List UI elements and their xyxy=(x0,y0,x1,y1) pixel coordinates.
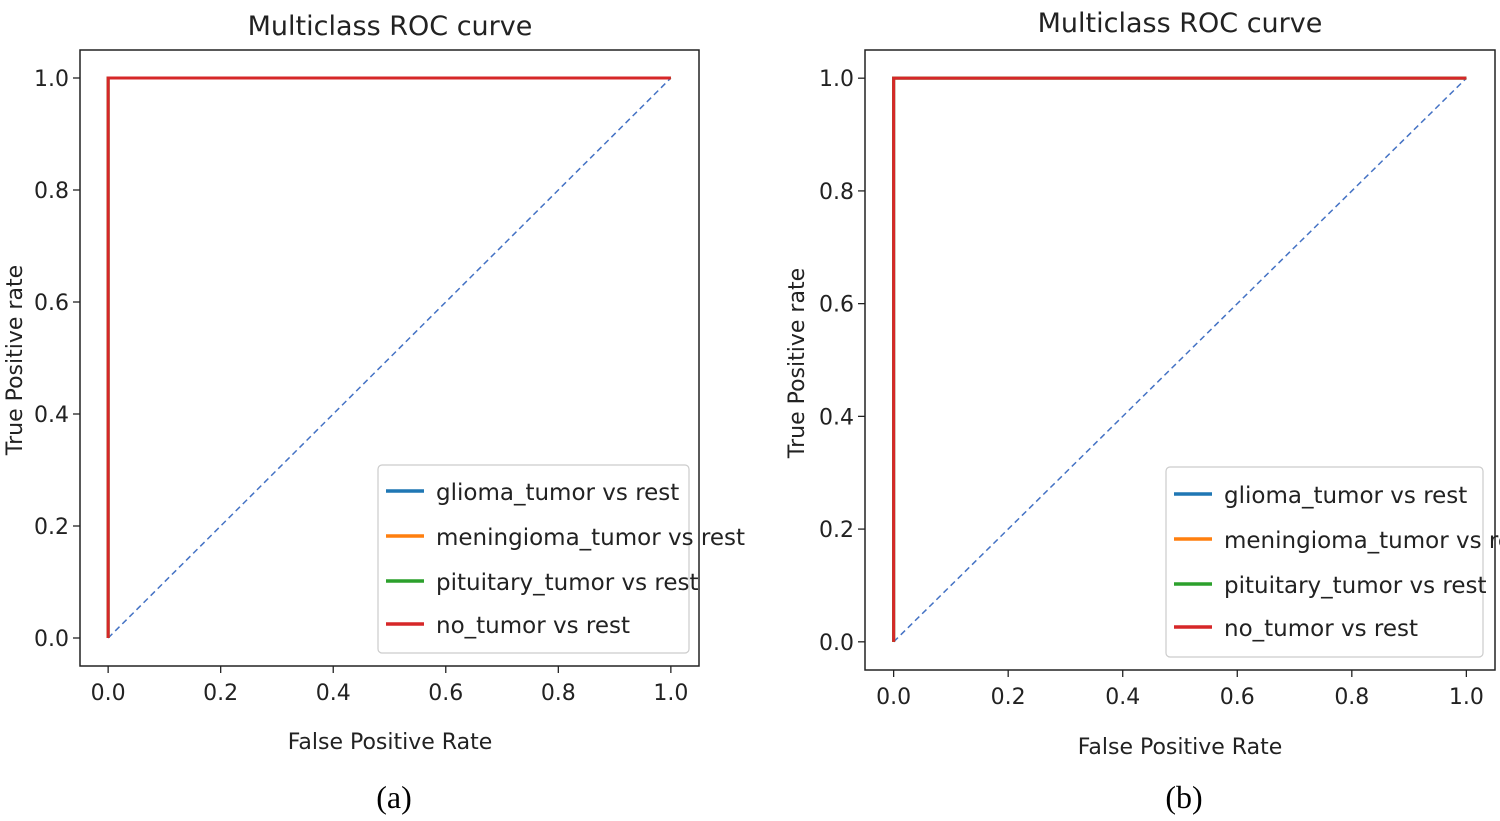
plot-frame xyxy=(79,49,700,667)
data-marks xyxy=(892,76,1467,643)
x-tick-label: 0.4 xyxy=(1105,685,1140,710)
y-tick-label: 0.0 xyxy=(34,627,69,652)
x-tick-label: 0.8 xyxy=(541,681,576,706)
x-axis-label: False Positive Rate xyxy=(288,730,492,755)
x-tick-label: 0.0 xyxy=(91,681,126,706)
x-tick-label: 1.0 xyxy=(1449,685,1484,710)
y-tick-label: 0.0 xyxy=(819,631,854,656)
x-tick-label: 0.6 xyxy=(1220,685,1255,710)
legend-label: pituitary_tumor vs rest xyxy=(436,570,699,596)
legend-label: meningioma_tumor vs rest xyxy=(1224,528,1500,554)
panel-b: Multiclass ROC curve 0.0 0.2 0.4 0.6 0.8 1.00… xyxy=(785,8,1500,815)
x-tick-label: 1.0 xyxy=(653,681,688,706)
tick-group: 0.0 0.2 0.4 0.6 0.8 1.0 0.0 0.2 0.4 0.6 0.8 1.0 xyxy=(819,67,1484,710)
legend-box xyxy=(377,464,690,654)
x-tick-label: 0.2 xyxy=(991,685,1026,710)
legend: glioma_tumor vs rest meningioma_tumor vs … xyxy=(377,464,745,654)
chart-title: Multiclass ROC curve xyxy=(248,11,533,42)
roc-line-no-tumor xyxy=(106,76,671,638)
legend-box xyxy=(1165,466,1484,658)
y-tick-label: 0.4 xyxy=(819,405,854,430)
panel-a: Multiclass ROC curve 0.0 0.2 0.4 0.6 0.8 1.00… xyxy=(3,11,745,815)
legend-label: no_tumor vs rest xyxy=(436,613,630,639)
y-axis-label: True Positive rate xyxy=(3,265,28,456)
legend-label: no_tumor vs rest xyxy=(1224,616,1418,642)
panel-caption: (a) xyxy=(376,779,412,815)
roc-line-no-tumor xyxy=(892,76,1467,642)
y-tick-label: 0.6 xyxy=(819,293,854,318)
x-tick-label: 0.8 xyxy=(1334,685,1369,710)
legend-label: pituitary_tumor vs rest xyxy=(1224,573,1487,599)
reference-diagonal-line xyxy=(107,77,672,639)
plot-frame xyxy=(864,49,1496,671)
legend-label: glioma_tumor vs rest xyxy=(1224,483,1467,509)
x-axis-label: False Positive Rate xyxy=(1078,735,1282,760)
x-tick-label: 0.2 xyxy=(203,681,238,706)
legend: glioma_tumor vs rest meningioma_tumor vs … xyxy=(1165,466,1500,658)
data-marks xyxy=(106,76,672,639)
y-tick-label: 0.8 xyxy=(34,179,69,204)
legend-label: glioma_tumor vs rest xyxy=(436,480,679,506)
reference-diagonal-line xyxy=(893,77,1467,643)
y-axis-label: True Positive rate xyxy=(785,268,810,459)
y-tick-label: 0.8 xyxy=(819,180,854,205)
legend-label: meningioma_tumor vs rest xyxy=(436,525,745,551)
y-tick-label: 0.6 xyxy=(34,291,69,316)
tick-group: 0.0 0.2 0.4 0.6 0.8 1.0 0.0 0.2 0.4 0.6 0.8 1.0 xyxy=(34,67,688,706)
y-tick-label: 0.4 xyxy=(34,403,69,428)
x-tick-label: 0.6 xyxy=(428,681,463,706)
y-tick-label: 1.0 xyxy=(34,67,69,92)
y-tick-label: 1.0 xyxy=(819,67,854,92)
panel-caption: (b) xyxy=(1165,779,1202,815)
y-tick-label: 0.2 xyxy=(819,518,854,543)
y-tick-label: 0.2 xyxy=(34,515,69,540)
x-tick-label: 0.4 xyxy=(316,681,351,706)
x-tick-label: 0.0 xyxy=(876,685,911,710)
chart-title: Multiclass ROC curve xyxy=(1038,8,1323,39)
